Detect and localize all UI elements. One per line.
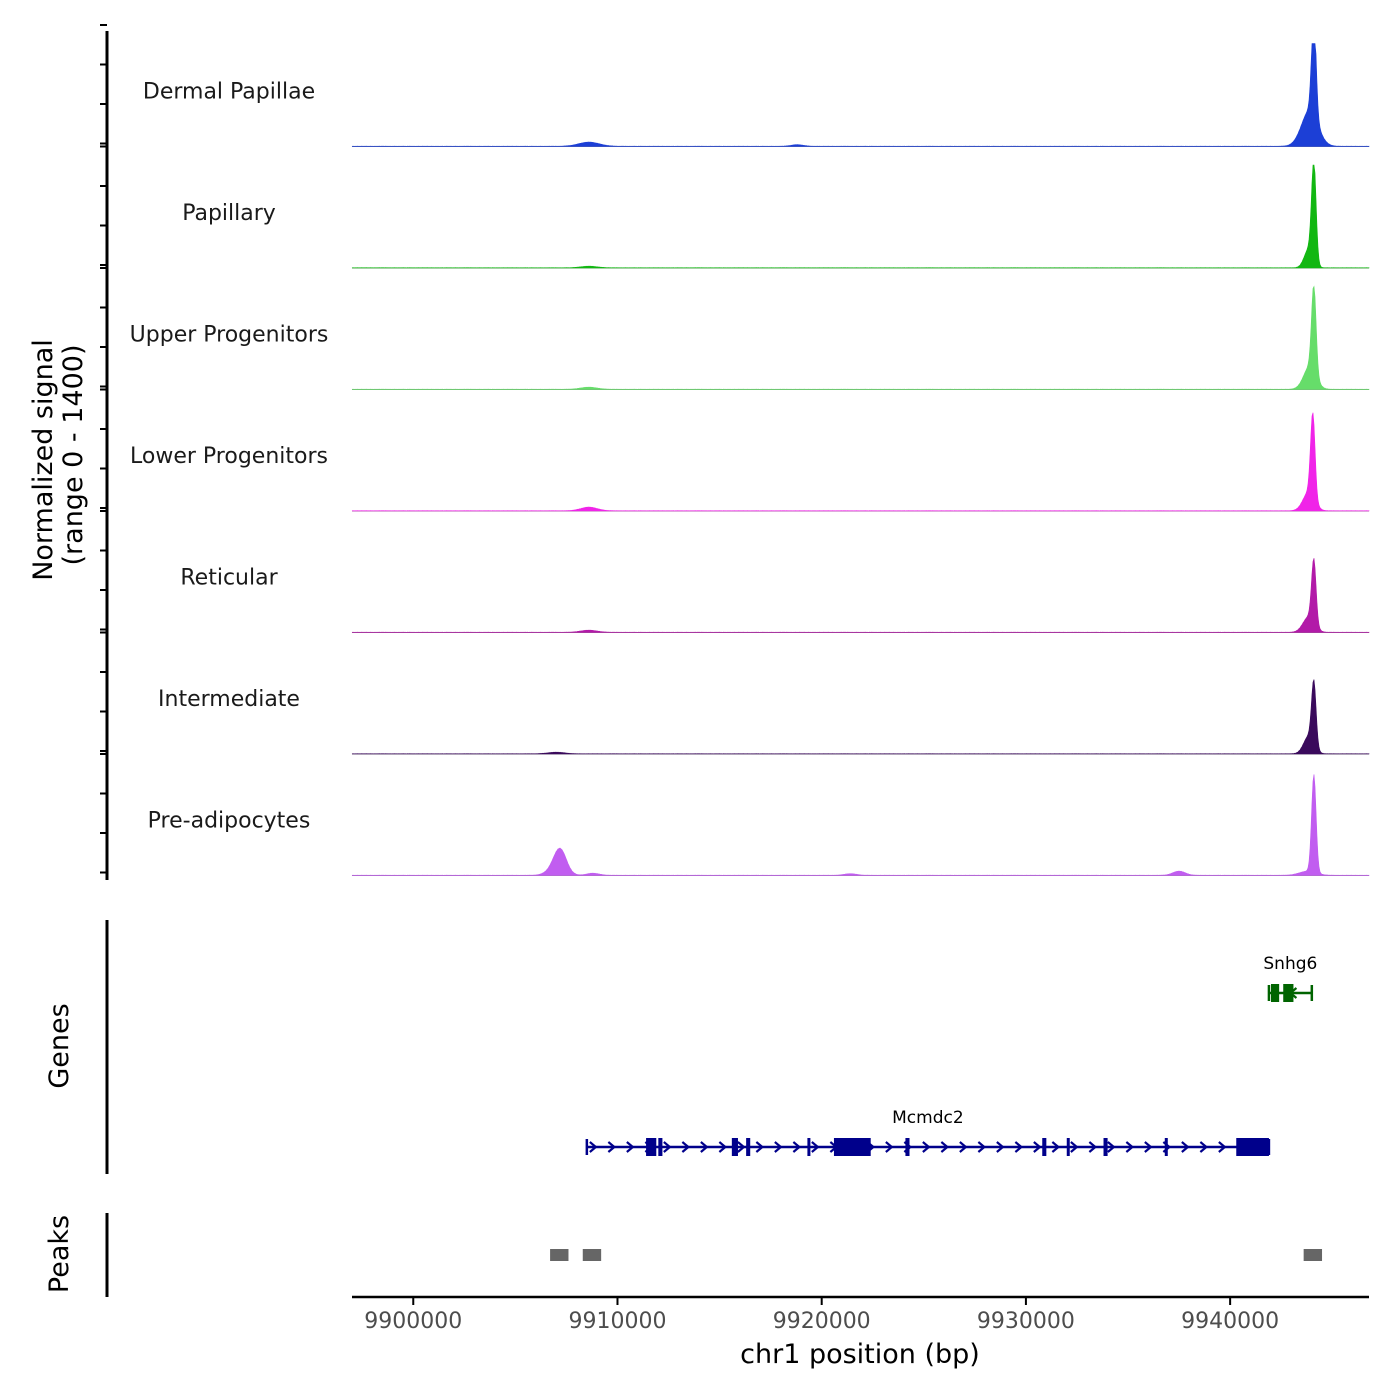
track-intermediate: Intermediate [158,679,1370,755]
x-axis-tick-label: 9920000 [773,1309,871,1334]
gene-exon [807,1138,811,1156]
coverage-area [351,43,1370,147]
strand-arrow [959,1141,968,1153]
gene-exon [1066,1138,1070,1156]
track-dermal-papillae: Dermal Papillae [143,43,1370,147]
gene-exon [1042,1138,1047,1156]
strand-arrow [663,1141,672,1153]
coverage-area [351,412,1370,512]
x-axis-tick-label: 9930000 [977,1309,1075,1334]
track-pre-adipocytes: Pre-adipocytes [148,774,1370,876]
coverage-area [351,285,1370,390]
peak-region [582,1249,602,1261]
strand-arrow [589,1141,598,1153]
track-upper-progenitors: Upper Progenitors [130,285,1370,390]
strand-arrow [811,1141,820,1153]
peaks-track-label: Peaks [44,1215,75,1293]
track-label: Lower Progenitors [130,444,328,469]
track-reticular: Reticular [180,558,1370,633]
gene-snhg6: Snhg6 [1263,954,1317,1002]
track-label: Dermal Papillae [143,80,315,105]
signal-axis-ticks [100,24,107,874]
peak-region [1303,1249,1323,1261]
strand-arrow [792,1141,802,1153]
strand-arrow [922,1141,931,1153]
strand-arrow [1033,1141,1042,1153]
gene-mcmdc2: Mcmdc2 [585,1108,1271,1156]
track-label: Intermediate [158,687,300,712]
gene-label: Mcmdc2 [892,1108,964,1128]
strand-arrow [681,1141,691,1153]
signal-axis-title: Normalized signal (range 0 - 1400) [28,339,89,581]
strand-arrow [977,1141,987,1153]
signal-axis-title-line1: Normalized signal [28,339,59,581]
track-label: Pre-adipocytes [148,809,311,834]
peak-region [550,1249,569,1261]
track-label: Upper Progenitors [130,323,329,348]
gene-exon [1236,1138,1269,1156]
x-axis-ticks: 9900000 9910000 9920000 9930000 9940000 [364,1297,1279,1334]
track-label: Reticular [180,566,278,591]
strand-arrow [607,1141,617,1153]
signal-tracks: Dermal Papillae Papillary Upper Progenitor… [130,43,1370,876]
strand-arrow [700,1141,709,1153]
genes-track: Snhg6 Mcmdc2 [585,954,1317,1156]
gene-exon [905,1138,910,1156]
strand-arrow [755,1141,765,1153]
genes-track-label: Genes [44,1003,75,1088]
gene-exon [1164,1138,1168,1156]
strand-arrow [1107,1141,1116,1153]
gene-exon [646,1138,657,1156]
strand-arrow [1125,1141,1135,1153]
strand-arrow [1088,1141,1098,1153]
coverage-area [351,679,1370,755]
peaks-track [550,1249,1323,1261]
strand-arrow [1218,1141,1227,1153]
track-lower-progenitors: Lower Progenitors [130,412,1370,512]
gene-exon [746,1138,751,1156]
gene-label: Snhg6 [1263,954,1317,974]
x-axis-tick-label: 9910000 [568,1309,666,1334]
x-axis-tick-label: 9940000 [1181,1309,1279,1334]
track-label: Papillary [182,201,276,226]
x-axis-title: chr1 position (bp) [740,1339,980,1370]
strand-arrow [1070,1141,1079,1153]
strand-arrow [885,1141,894,1153]
coverage-area [351,558,1370,633]
strand-arrow [940,1141,950,1153]
strand-arrow [626,1141,635,1153]
strand-arrow [1144,1141,1153,1153]
gene-exon [1270,984,1280,1002]
signal-axis-title-line2: (range 0 - 1400) [58,345,89,566]
strand-arrow [996,1141,1005,1153]
strand-arrow [718,1141,728,1153]
gene-exon [658,1138,663,1156]
track-papillary: Papillary [182,164,1370,269]
strand-arrow [737,1141,746,1153]
x-axis-tick-label: 9900000 [364,1309,462,1334]
strand-arrow [1051,1141,1061,1153]
gene-exon [731,1138,738,1156]
coverage-area [351,164,1370,269]
gene-exon [833,1138,871,1156]
strand-arrow [774,1141,783,1153]
coverage-area [351,774,1370,876]
strand-arrow [1014,1141,1024,1153]
gene-exon [1103,1138,1108,1156]
gene-exon [1283,984,1294,1002]
strand-arrow [1199,1141,1209,1153]
strand-arrow [1181,1141,1190,1153]
